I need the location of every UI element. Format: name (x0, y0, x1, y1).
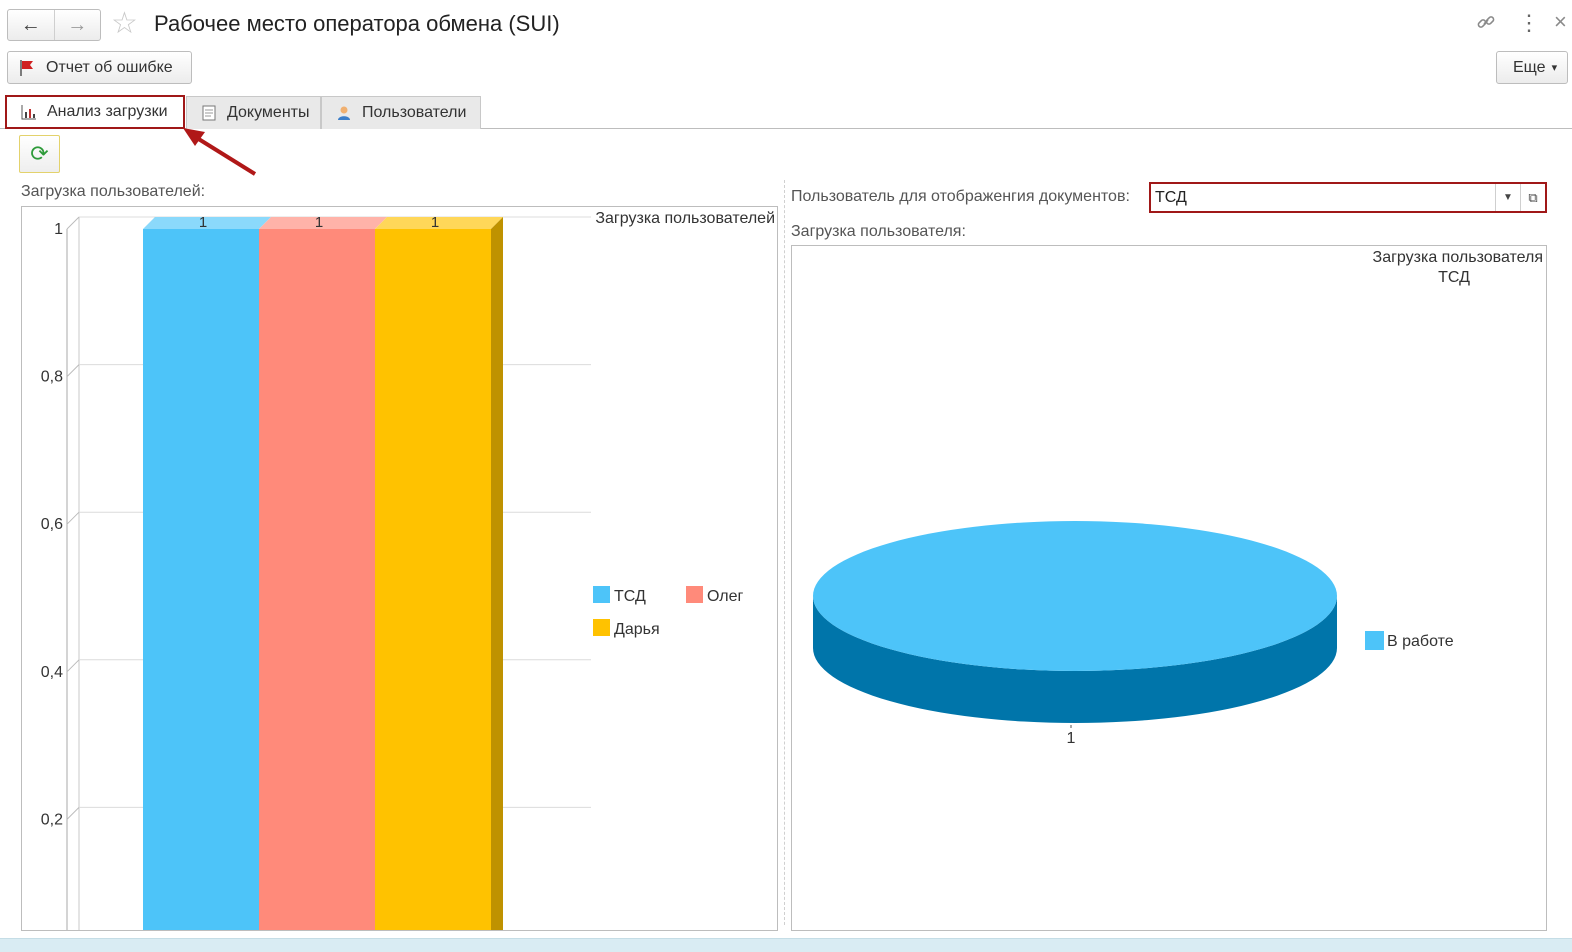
bar-data-label: 1 (315, 214, 323, 231)
legend-label: ТСД (614, 588, 646, 605)
chevron-down-icon: ▾ (1551, 62, 1558, 74)
window-title: Рабочее место оператора обмена (SUI) (154, 11, 560, 36)
bar-1: 1 (143, 214, 271, 930)
panel-separator (784, 180, 785, 925)
favorite-star-icon[interactable]: ☆ (111, 7, 138, 40)
bar-chart-title: Загрузка пользователей (595, 210, 775, 227)
bar-3: 1 (375, 214, 503, 930)
arrow-left-icon: ← (20, 13, 41, 36)
refresh-icon: ⟳ (30, 141, 49, 166)
more-button[interactable]: Еще ▾ (1496, 51, 1568, 84)
user-icon (338, 106, 350, 120)
status-bar (0, 938, 1572, 952)
more-menu-icon[interactable]: ⋮ (1518, 10, 1540, 35)
bar-front (143, 229, 259, 930)
pie-chart-subtitle: ТСД (1438, 269, 1470, 286)
link-icon[interactable] (1476, 12, 1496, 37)
tab-divider (0, 128, 1572, 129)
pie-chart-canvas: Загрузка пользователя ТСД 1 В работе (813, 249, 1543, 747)
legend-label: Дарья (614, 621, 660, 638)
back-button[interactable]: ← (8, 10, 54, 40)
bar-side (491, 217, 503, 930)
error-report-label: Отчет об ошибке (46, 58, 173, 76)
open-form-icon[interactable]: ⧉ (1520, 184, 1545, 211)
legend-swatch (593, 619, 610, 636)
tab-label: Пользователи (362, 104, 467, 121)
legend-swatch (593, 586, 610, 603)
pie-slice-top (813, 521, 1337, 671)
user-field-label: Пользователь для отображенгия документов… (791, 188, 1130, 205)
forward-button[interactable]: → (53, 10, 101, 40)
document-icon (202, 105, 216, 121)
legend-item: ТСД (593, 586, 646, 605)
refresh-button[interactable]: ⟳ (19, 135, 60, 173)
annotation-arrow-icon (183, 128, 257, 176)
flag-icon (20, 59, 33, 76)
dropdown-arrow-icon[interactable]: ▼ (1495, 184, 1520, 211)
bar-chart-canvas: 0,2 0,4 0,6 0,8 1 1 1 1 Загрузка пользователей… (41, 210, 775, 930)
history-nav: ← → (7, 9, 101, 41)
tick-mark (66, 511, 80, 525)
bar-top (143, 217, 271, 229)
legend-swatch (686, 586, 703, 603)
pie-slice-side (813, 596, 1337, 723)
tick-mark (66, 364, 80, 377)
pie-data-label: 1 (1067, 730, 1076, 747)
bar-front (375, 229, 491, 930)
legend-item: Дарья (593, 619, 660, 638)
tab-documents[interactable]: Документы (186, 96, 321, 129)
bar-top (375, 217, 503, 229)
legend-label: В работе (1387, 633, 1454, 650)
arrow-right-icon: → (67, 13, 88, 36)
tick-mark (66, 216, 80, 230)
user-load-chart: Загрузка пользователя ТСД 1 В работе (791, 245, 1547, 931)
users-load-caption: Загрузка пользователей: (21, 183, 206, 200)
error-report-button[interactable]: Отчет об ошибке (7, 51, 192, 84)
tab-label: Анализ загрузки (47, 103, 168, 120)
legend-item: В работе (1365, 631, 1454, 650)
legend-label: Олег (707, 588, 744, 605)
tab-users[interactable]: Пользователи (321, 96, 481, 129)
user-select-value[interactable]: ТСД (1155, 188, 1187, 206)
pie-slice: 1 (813, 521, 1337, 747)
bar-top (259, 217, 387, 229)
pie-chart-title: Загрузка пользователя (1373, 249, 1543, 266)
users-load-chart: 0,2 0,4 0,6 0,8 1 1 1 1 Загрузка пользователей… (21, 206, 778, 931)
y-tick-label: 0,2 (41, 811, 63, 828)
tab-label: Документы (227, 104, 310, 121)
y-tick-label: 0,6 (41, 516, 63, 533)
bar-front (259, 229, 375, 930)
close-icon[interactable]: × (1554, 9, 1567, 34)
legend-item: Олег (686, 586, 744, 605)
y-tick-label: 0,8 (41, 369, 63, 386)
tab-load-analysis[interactable]: Анализ загрузки (5, 95, 185, 129)
bar-data-label: 1 (431, 214, 439, 231)
bar-2: 1 (259, 214, 387, 930)
more-label: Еще (1513, 58, 1546, 76)
chart-icon (21, 105, 36, 120)
user-select-field[interactable]: ТСД ▼ ⧉ (1149, 182, 1547, 213)
y-tick-label: 0,4 (41, 664, 63, 681)
tick-mark (66, 807, 80, 820)
legend-swatch (1365, 631, 1384, 650)
bar-data-label: 1 (199, 214, 207, 231)
y-tick-label: 1 (54, 221, 63, 238)
user-load-caption: Загрузка пользователя: (791, 223, 966, 240)
tick-mark (66, 659, 80, 673)
